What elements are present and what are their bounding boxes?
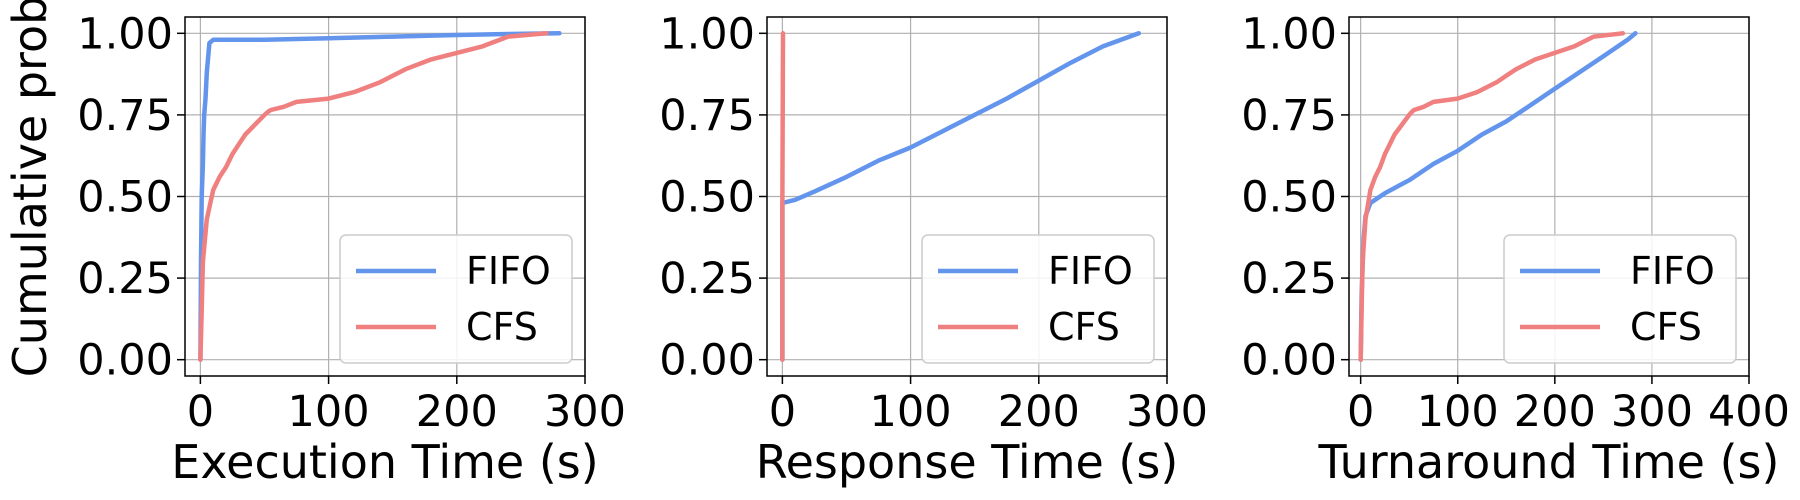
y-axis-label: Cumulative prob (3, 0, 57, 377)
y-tick-label: 0.50 (659, 173, 755, 223)
x-tick-label: 0 (769, 387, 796, 437)
legend-label-fifo: FIFO (1630, 249, 1715, 293)
x-tick-label: 300 (544, 387, 626, 437)
y-tick-label: 0.25 (1241, 254, 1337, 304)
legend-box (1503, 234, 1737, 364)
x-axis-label: Response Time (s) (756, 435, 1179, 489)
x-tick-label: 200 (998, 387, 1080, 437)
x-tick-label: 300 (1611, 387, 1693, 437)
y-tick-label: 1.00 (1241, 9, 1337, 59)
subplot-3: 0 100 200 300 400 0.00 0.25 0.50 0.75 1.00 Turnaro… (1241, 9, 1790, 489)
y-tick-label: 0.25 (659, 254, 755, 304)
y-tick-label: 0.00 (659, 336, 755, 386)
x-tick-label: 300 (1126, 387, 1208, 437)
legend: FIFO CFS (339, 234, 573, 364)
legend-label-cfs: CFS (1630, 305, 1702, 349)
y-tick-label: 0.75 (659, 91, 755, 141)
legend-box (921, 234, 1155, 364)
y-tick-label: 0.50 (77, 173, 173, 223)
x-axis-label: Execution Time (s) (171, 435, 598, 489)
x-tick-label: 100 (288, 387, 370, 437)
series-line-fifo (780, 31, 1142, 362)
series-line-cfs (198, 31, 549, 362)
y-tick-label: 0.00 (77, 336, 173, 386)
x-tick-label: 200 (1514, 387, 1596, 437)
legend: FIFO CFS (921, 234, 1155, 364)
y-tick-label: 1.00 (77, 9, 173, 59)
x-tick-label: 100 (870, 387, 952, 437)
subplot-2: 0 100 200 300 0.00 0.25 0.50 0.75 1.00 Response T… (659, 9, 1208, 489)
y-tick-label: 0.50 (1241, 173, 1337, 223)
series-line-cfs (1358, 31, 1626, 362)
y-tick-label: 0.25 (77, 254, 173, 304)
legend-label-cfs: CFS (466, 305, 538, 349)
x-tick-label: 100 (1417, 387, 1499, 437)
y-tick-label: 0.75 (77, 91, 173, 141)
legend-label-fifo: FIFO (1048, 249, 1133, 293)
x-tick-label: 0 (1347, 387, 1374, 437)
x-axis-label: Turnaround Time (s) (1318, 435, 1780, 489)
y-tick-label: 0.75 (1241, 91, 1337, 141)
y-tick-label: 1.00 (659, 9, 755, 59)
subplot-1: 0 100 200 300 0.00 0.25 0.50 0.75 1.00 Execution … (3, 0, 626, 489)
legend-box (339, 234, 573, 364)
legend-label-cfs: CFS (1048, 305, 1120, 349)
x-tick-label: 200 (416, 387, 498, 437)
y-tick-label: 0.00 (1241, 336, 1337, 386)
x-tick-label: 400 (1708, 387, 1790, 437)
legend-label-fifo: FIFO (466, 249, 551, 293)
legend: FIFO CFS (1503, 234, 1737, 364)
x-tick-label: 0 (187, 387, 214, 437)
series-line-cfs (780, 31, 786, 362)
series-line-fifo (198, 31, 562, 362)
